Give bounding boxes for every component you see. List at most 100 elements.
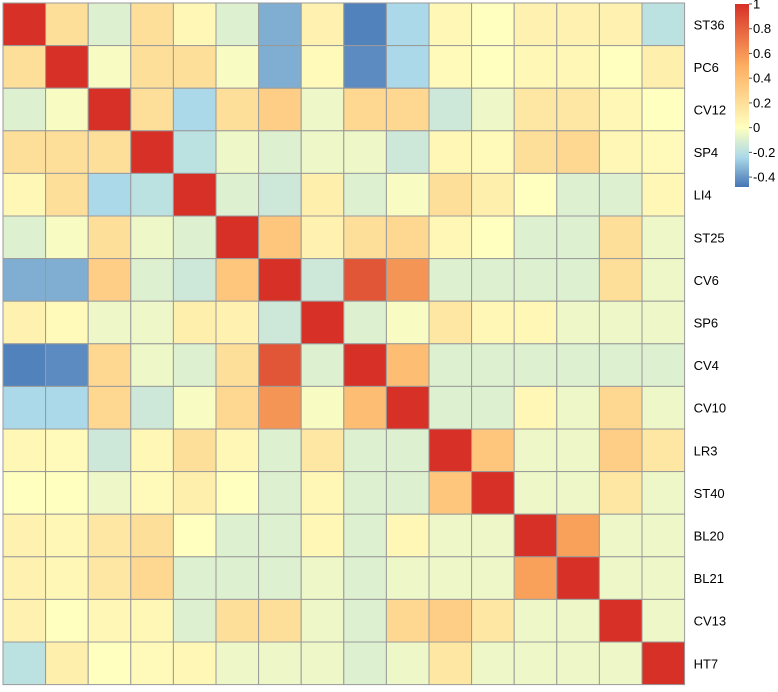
- heatmap-cell-CV6-LR3: [428, 258, 473, 302]
- heatmap-cell-CV4-SP6: [300, 343, 345, 387]
- heatmap-cell-ST36-ST36: [2, 2, 47, 47]
- heatmap-cell-CV10-CV4: [343, 385, 387, 430]
- heatmap-cell-PC6-CV13: [598, 45, 643, 89]
- heatmap-cell-PC6-LR3: [428, 45, 473, 89]
- heatmap-cell-BL20-HT7: [641, 513, 686, 558]
- row-label-SP6: SP6: [694, 316, 719, 331]
- heatmap-cell-ST36-CV6: [258, 2, 302, 47]
- heatmap-cell-CV4-BL20: [513, 343, 558, 387]
- heatmap-cell-CV6-CV4: [343, 258, 387, 302]
- heatmap-cell-ST36-BL21: [556, 2, 600, 47]
- heatmap-cell-HT7-LR3: [428, 641, 473, 686]
- heatmap-cell-CV4-SP4: [130, 343, 174, 387]
- heatmap-cell-CV4-HT7: [641, 343, 686, 387]
- heatmap-cell-BL21-CV12: [87, 556, 132, 600]
- heatmap-cell-CV12-SP4: [130, 87, 174, 132]
- heatmap-cell-CV6-BL21: [556, 258, 600, 302]
- legend-tick-label: 0.4: [753, 71, 771, 86]
- row-label-ST40: ST40: [694, 486, 725, 501]
- heatmap-cell-LI4-BL20: [513, 172, 558, 217]
- heatmap-cell-ST25-SP6: [300, 215, 345, 260]
- heatmap-cell-BL21-LR3: [428, 556, 473, 600]
- heatmap-cell-CV12-CV6: [258, 87, 302, 132]
- heatmap-cell-CV12-BL21: [556, 87, 600, 132]
- heatmap-cell-LR3-SP4: [130, 428, 174, 473]
- heatmap-cell-PC6-CV10: [385, 45, 430, 89]
- heatmap-cell-LR3-PC6: [45, 428, 89, 473]
- heatmap-cell-CV6-BL20: [513, 258, 558, 302]
- heatmap-cell-SP6-CV13: [598, 300, 643, 345]
- heatmap-cell-CV13-BL21: [556, 598, 600, 643]
- heatmap-cell-LI4-SP4: [130, 172, 174, 217]
- heatmap-cell-BL21-ST36: [2, 556, 47, 600]
- heatmap-cell-LI4-CV6: [258, 172, 302, 217]
- heatmap-cell-LR3-BL21: [556, 428, 600, 473]
- heatmap-cell-CV12-CV13: [598, 87, 643, 132]
- heatmap-cell-CV6-CV10: [385, 258, 430, 302]
- heatmap-cell-SP6-LI4: [172, 300, 217, 345]
- heatmap-cell-ST40-HT7: [641, 471, 686, 515]
- legend-tick-label: 0.2: [753, 95, 771, 110]
- heatmap-cell-HT7-BL21: [556, 641, 600, 686]
- heatmap-cell-ST40-SP6: [300, 471, 345, 515]
- heatmap-cell-BL21-ST40: [471, 556, 515, 600]
- heatmap-cell-LI4-CV12: [87, 172, 132, 217]
- heatmap-cell-PC6-BL21: [556, 45, 600, 89]
- heatmap-cell-SP4-CV13: [598, 130, 643, 174]
- row-label-ST25: ST25: [694, 230, 725, 245]
- heatmap-cell-HT7-CV12: [87, 641, 132, 686]
- heatmap-cell-SP6-CV12: [87, 300, 132, 345]
- heatmap-cell-CV12-ST40: [471, 87, 515, 132]
- heatmap-cell-SP4-CV6: [258, 130, 302, 174]
- heatmap-cell-CV10-CV10: [385, 385, 430, 430]
- row-label-LR3: LR3: [694, 443, 718, 458]
- heatmap-cell-CV4-ST36: [2, 343, 47, 387]
- heatmap-cell-HT7-ST25: [215, 641, 260, 686]
- heatmap-cell-CV13-ST40: [471, 598, 515, 643]
- heatmap-cell-ST36-ST40: [471, 2, 515, 47]
- heatmap-cell-CV12-PC6: [45, 87, 89, 132]
- heatmap-cell-CV13-PC6: [45, 598, 89, 643]
- heatmap-cell-PC6-ST25: [215, 45, 260, 89]
- heatmap-cell-CV10-ST40: [471, 385, 515, 430]
- heatmap-cell-BL20-CV12: [87, 513, 132, 558]
- heatmap-cell-PC6-CV12: [87, 45, 132, 89]
- heatmap-cell-HT7-PC6: [45, 641, 89, 686]
- heatmap-cell-PC6-CV4: [343, 45, 387, 89]
- heatmap-cell-CV4-ST25: [215, 343, 260, 387]
- row-label-BL21: BL21: [694, 571, 724, 586]
- heatmap-cell-SP4-SP4: [130, 130, 174, 174]
- heatmap-cell-PC6-SP6: [300, 45, 345, 89]
- heatmap-cell-BL20-CV13: [598, 513, 643, 558]
- heatmap-cell-BL21-HT7: [641, 556, 686, 600]
- heatmap-cell-CV6-CV6: [258, 258, 302, 302]
- heatmap-cell-PC6-CV6: [258, 45, 302, 89]
- heatmap-cell-ST25-SP4: [130, 215, 174, 260]
- heatmap-cell-ST25-CV13: [598, 215, 643, 260]
- heatmap-cell-CV6-HT7: [641, 258, 686, 302]
- heatmap-cell-CV12-LR3: [428, 87, 473, 132]
- heatmap-cell-CV10-SP4: [130, 385, 174, 430]
- heatmap-cell-LR3-LI4: [172, 428, 217, 473]
- heatmap-cell-HT7-CV13: [598, 641, 643, 686]
- heatmap-cell-CV6-PC6: [45, 258, 89, 302]
- heatmap-cell-ST25-BL21: [556, 215, 600, 260]
- heatmap-cell-SP4-BL21: [556, 130, 600, 174]
- legend-tick-label: -0.2: [753, 145, 775, 160]
- heatmap-cell-SP4-LR3: [428, 130, 473, 174]
- heatmap-cell-BL20-BL20: [513, 513, 558, 558]
- heatmap-cell-LI4-CV10: [385, 172, 430, 217]
- heatmap-cell-ST25-PC6: [45, 215, 89, 260]
- heatmap-cell-CV10-CV13: [598, 385, 643, 430]
- heatmap-cell-LR3-CV6: [258, 428, 302, 473]
- heatmap-cell-BL20-ST40: [471, 513, 515, 558]
- heatmap-cell-ST36-CV10: [385, 2, 430, 47]
- heatmap-cell-BL20-ST36: [2, 513, 47, 558]
- heatmap-cell-SP6-SP6: [300, 300, 345, 345]
- heatmap-cell-CV13-CV6: [258, 598, 302, 643]
- heatmap-cell-LI4-ST36: [2, 172, 47, 217]
- heatmap-cell-LI4-CV13: [598, 172, 643, 217]
- row-label-HT7: HT7: [694, 656, 719, 671]
- row-label-LI4: LI4: [694, 188, 712, 203]
- heatmap-cell-PC6-SP4: [130, 45, 174, 89]
